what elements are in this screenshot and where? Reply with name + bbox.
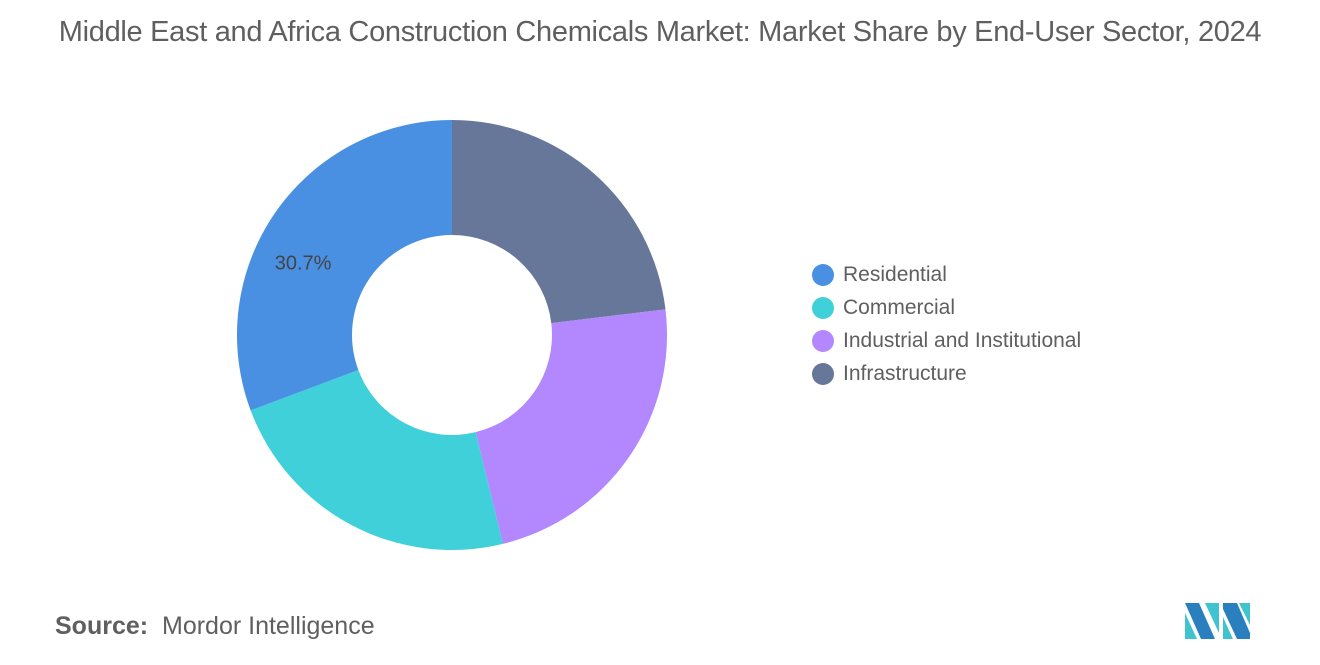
mordor-logo [1185, 603, 1250, 639]
source-note: Source: Mordor Intelligence [55, 612, 375, 641]
legend-item: Commercial [812, 291, 1081, 324]
legend-swatch [812, 296, 834, 319]
data-label: 30.7% [275, 253, 332, 275]
legend-item: Industrial and Institutional [812, 324, 1081, 357]
source-label: Source: [55, 612, 149, 640]
legend-label: Infrastructure [843, 361, 967, 385]
legend-swatch [812, 263, 834, 286]
legend-label: Commercial [843, 295, 956, 319]
legend-swatch [812, 362, 834, 385]
source-value: Mordor Intelligence [162, 612, 375, 640]
slice-commercial [250, 370, 503, 550]
legend-label: Residential [843, 262, 947, 286]
chart-title: Middle East and Africa Construction Chem… [58, 16, 1262, 48]
legend-swatch [812, 329, 834, 352]
legend-label: Industrial and Institutional [843, 328, 1082, 352]
slice-infrastructure [452, 120, 666, 324]
slice-residential [236, 120, 452, 411]
legend: Residential Commercial Industrial and Inst… [812, 258, 1081, 390]
slice-industrial-and-institutional [475, 309, 668, 544]
legend-item: Infrastructure [812, 357, 1081, 390]
legend-item: Residential [812, 258, 1081, 291]
